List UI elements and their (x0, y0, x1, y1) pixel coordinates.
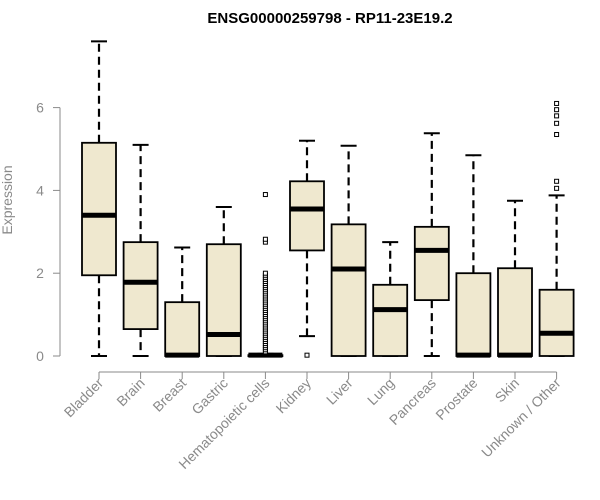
outlier-point (554, 185, 560, 191)
x-category-label: Kidney (273, 375, 315, 417)
box-liver (330, 144, 367, 357)
outlier-point (554, 132, 560, 138)
outlier-point (554, 120, 560, 126)
box-prostate (455, 154, 492, 358)
outlier-point (554, 178, 560, 184)
chart-title: ENSG00000259798 - RP11-23E19.2 (207, 10, 452, 27)
box-lung (372, 241, 409, 357)
x-category-label: Brain (113, 375, 147, 409)
outlier-point (262, 192, 268, 198)
x-category-label: Unknown / Other (478, 375, 564, 461)
iqr-box (205, 243, 242, 357)
x-category-label: Prostate (432, 375, 480, 423)
y-axis: 0 2 4 6 (36, 100, 61, 364)
iqr-box (81, 141, 117, 277)
iqr-box (164, 301, 201, 357)
iqr-box (413, 225, 450, 302)
x-category-label: Breast (149, 375, 189, 415)
box-pancreas (413, 132, 450, 357)
box-bladder (81, 40, 117, 357)
x-category-label: Bladder (61, 375, 107, 421)
iqr-box (122, 241, 159, 330)
outlier-point (554, 113, 560, 119)
box-kidney (289, 139, 325, 358)
y-tick-label: 2 (36, 265, 44, 281)
x-category-label: Lung (364, 375, 397, 408)
box-brain (122, 143, 159, 357)
x-category-label: Liver (323, 375, 356, 408)
box-hematopoietic-cells (247, 192, 284, 358)
box-breast (164, 246, 201, 358)
iqr-box (538, 288, 575, 357)
x-category-label: Skin (492, 375, 523, 406)
y-tick-label: 0 (36, 348, 44, 364)
y-axis-label: Expression (0, 165, 15, 234)
y-tick-label: 6 (36, 100, 44, 116)
outlier-point (304, 352, 310, 358)
outlier-point (262, 236, 268, 242)
y-tick-label: 4 (36, 182, 44, 198)
iqr-box (455, 272, 492, 357)
iqr-box (372, 283, 409, 357)
outlier-point (262, 270, 268, 276)
iqr-box (497, 267, 533, 357)
outlier-point (554, 100, 560, 106)
boxes (81, 40, 575, 358)
box-skin (497, 199, 533, 358)
box-gastric (205, 205, 242, 357)
outlier-point (554, 107, 560, 113)
iqr-box (330, 223, 367, 357)
box-unknown-other (538, 100, 575, 357)
iqr-box (289, 180, 325, 252)
